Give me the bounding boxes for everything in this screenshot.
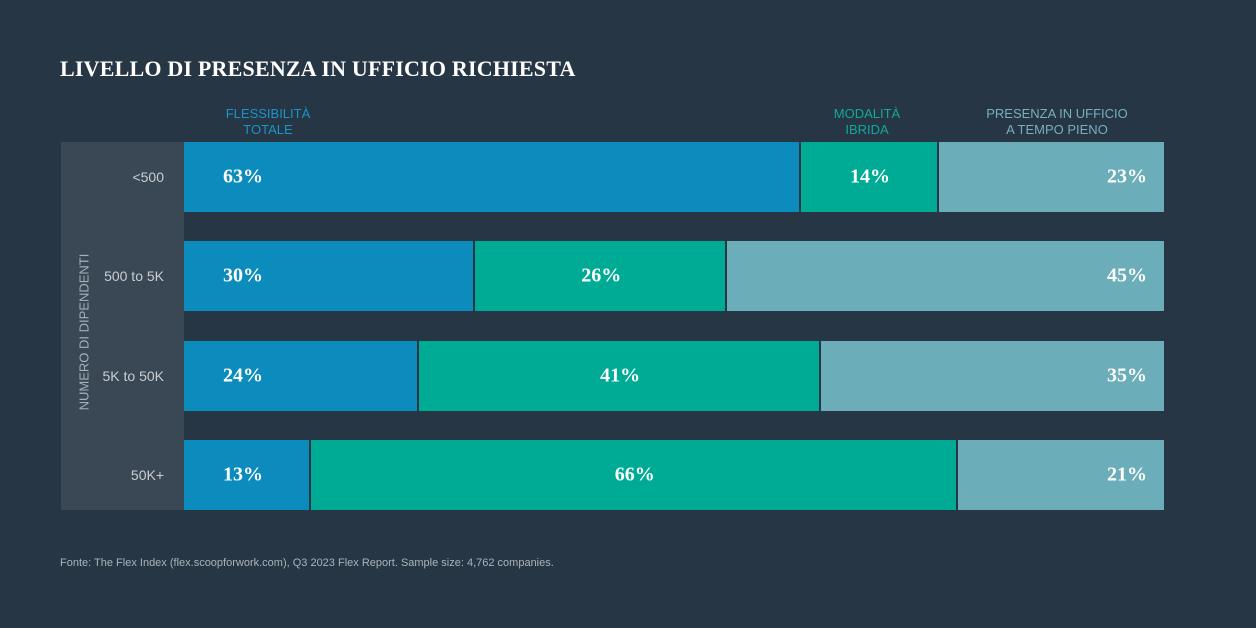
bar-segment (311, 440, 957, 510)
series-header: MODALITÀ IBRIDA (834, 106, 900, 138)
category-label: 50K+ (130, 467, 164, 483)
bar-segment (801, 142, 937, 212)
data-label: 24% (223, 364, 263, 387)
y-axis-title: NUMERO DI DIPENDENTI (76, 253, 92, 411)
bar-segment (184, 341, 418, 411)
data-label: 41% (600, 364, 641, 387)
bar-segment (821, 341, 1164, 411)
bar-segment (184, 440, 310, 510)
data-label: 63% (223, 165, 263, 188)
category-label: 5K to 50K (102, 368, 165, 384)
series-header-line: PRESENZA IN UFFICIO (986, 106, 1128, 121)
chart-title: LIVELLO DI PRESENZA IN UFFICIO RICHIESTA (60, 56, 576, 81)
data-label: 21% (1107, 463, 1147, 486)
bar-segment (727, 241, 1164, 311)
series-header-line: IBRIDA (845, 122, 889, 137)
bar-segment (938, 142, 1164, 212)
bar-segment (958, 440, 1164, 510)
series-header: FLESSIBILITÀ TOTALE (226, 106, 311, 138)
category-label: 500 to 5K (104, 268, 164, 284)
data-label: 45% (1107, 264, 1147, 287)
series-header-line: FLESSIBILITÀ (225, 106, 311, 121)
bar-segment (475, 241, 726, 311)
data-label: 14% (850, 165, 890, 188)
data-label: 35% (1107, 364, 1147, 387)
data-label: 26% (581, 264, 622, 287)
y-axis-panel (61, 142, 184, 510)
data-label: 23% (1107, 165, 1147, 188)
series-header-line: TOTALE (243, 122, 293, 137)
data-label: 30% (223, 264, 263, 287)
bar-segment (184, 142, 800, 212)
series-header-line: A TEMPO PIENO (1006, 122, 1108, 137)
series-header-line: MODALITÀ (833, 106, 901, 121)
data-label: 13% (223, 463, 263, 486)
source-note: Fonte: The Flex Index (flex.scoopforwork… (60, 557, 554, 569)
bar-segment (184, 241, 474, 311)
data-label: 66% (614, 463, 655, 486)
series-header: PRESENZA IN UFFICIO A TEMPO PIENO (986, 106, 1128, 138)
bar-segment (419, 341, 819, 411)
category-label: <500 (132, 169, 164, 185)
